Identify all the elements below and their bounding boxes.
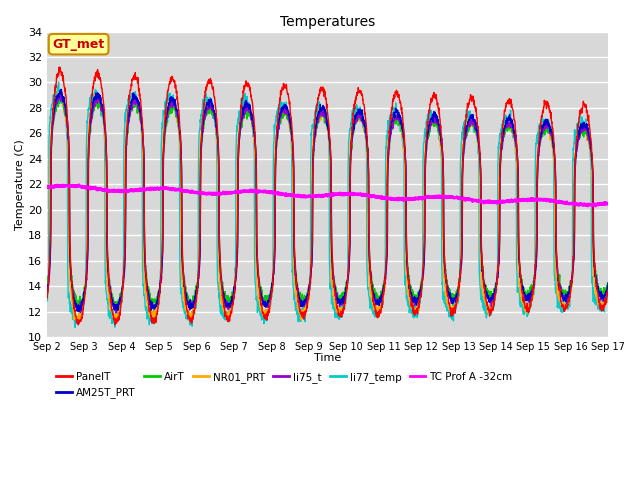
Line: TC Prof A -32cm: TC Prof A -32cm <box>47 185 608 206</box>
li75_t <box>356 113 364 119</box>
TC Prof A -32cm <box>356 192 364 197</box>
AirT <box>43 290 51 296</box>
AM25T_PRT <box>76 308 83 314</box>
AirT <box>57 92 65 97</box>
AirT <box>110 307 118 312</box>
li77_temp <box>55 79 63 85</box>
TC Prof A -32cm <box>555 200 563 205</box>
PanelT <box>55 64 63 70</box>
PanelT <box>43 294 51 300</box>
X-axis label: Time: Time <box>314 353 341 363</box>
PanelT <box>491 292 499 298</box>
Y-axis label: Temperature (C): Temperature (C) <box>15 139 25 230</box>
TC Prof A -32cm <box>491 199 499 205</box>
AirT <box>344 274 352 279</box>
NR01_PRT <box>43 295 51 301</box>
AM25T_PRT <box>200 111 208 117</box>
PanelT <box>74 322 82 328</box>
PanelT <box>571 180 579 186</box>
AM25T_PRT <box>491 287 499 292</box>
TC Prof A -32cm <box>43 184 51 190</box>
li75_t <box>344 275 352 280</box>
TC Prof A -32cm <box>344 191 352 197</box>
NR01_PRT <box>571 160 579 166</box>
TC Prof A -32cm <box>200 191 207 197</box>
li75_t <box>112 310 120 316</box>
Line: li75_t: li75_t <box>47 94 608 313</box>
NR01_PRT <box>604 290 612 296</box>
li75_t <box>571 231 579 237</box>
li77_temp <box>344 162 352 168</box>
li77_temp <box>491 292 499 298</box>
NR01_PRT <box>356 110 364 116</box>
NR01_PRT <box>54 89 61 95</box>
AM25T_PRT <box>571 178 579 184</box>
li75_t <box>491 290 499 296</box>
PanelT <box>604 288 612 293</box>
PanelT <box>344 272 352 278</box>
Line: li77_temp: li77_temp <box>47 82 608 327</box>
li77_temp <box>555 303 563 309</box>
li75_t <box>43 294 51 300</box>
AM25T_PRT <box>43 290 51 296</box>
TC Prof A -32cm <box>570 201 578 207</box>
PanelT <box>555 280 563 286</box>
NR01_PRT <box>555 292 563 298</box>
PanelT <box>356 88 364 94</box>
AM25T_PRT <box>555 285 563 291</box>
PanelT <box>200 101 208 107</box>
Legend: PanelT, AM25T_PRT, AirT, NR01_PRT, li75_t, li77_temp, TC Prof A -32cm: PanelT, AM25T_PRT, AirT, NR01_PRT, li75_… <box>52 368 517 402</box>
li75_t <box>555 280 563 286</box>
Line: AirT: AirT <box>47 95 608 310</box>
NR01_PRT <box>200 118 208 123</box>
AirT <box>200 120 208 125</box>
NR01_PRT <box>111 319 119 325</box>
AirT <box>356 114 364 120</box>
Line: NR01_PRT: NR01_PRT <box>47 92 608 322</box>
Text: GT_met: GT_met <box>52 37 105 51</box>
AirT <box>604 280 612 286</box>
AirT <box>555 276 563 282</box>
TC Prof A -32cm <box>604 200 612 206</box>
li77_temp <box>571 127 579 133</box>
AirT <box>571 229 579 235</box>
Line: AM25T_PRT: AM25T_PRT <box>47 89 608 311</box>
AM25T_PRT <box>344 275 352 280</box>
AirT <box>491 286 499 291</box>
TC Prof A -32cm <box>592 203 600 209</box>
li77_temp <box>71 324 79 330</box>
NR01_PRT <box>491 291 499 297</box>
AM25T_PRT <box>604 280 612 286</box>
NR01_PRT <box>344 267 352 273</box>
li77_temp <box>356 111 364 117</box>
li77_temp <box>604 283 612 288</box>
Title: Temperatures: Temperatures <box>280 15 375 29</box>
AM25T_PRT <box>58 86 65 92</box>
li75_t <box>604 285 612 290</box>
li75_t <box>200 117 208 122</box>
li75_t <box>56 91 64 97</box>
AM25T_PRT <box>356 109 364 115</box>
li77_temp <box>200 104 208 109</box>
Line: PanelT: PanelT <box>47 67 608 325</box>
li77_temp <box>43 297 51 302</box>
TC Prof A -32cm <box>75 182 83 188</box>
